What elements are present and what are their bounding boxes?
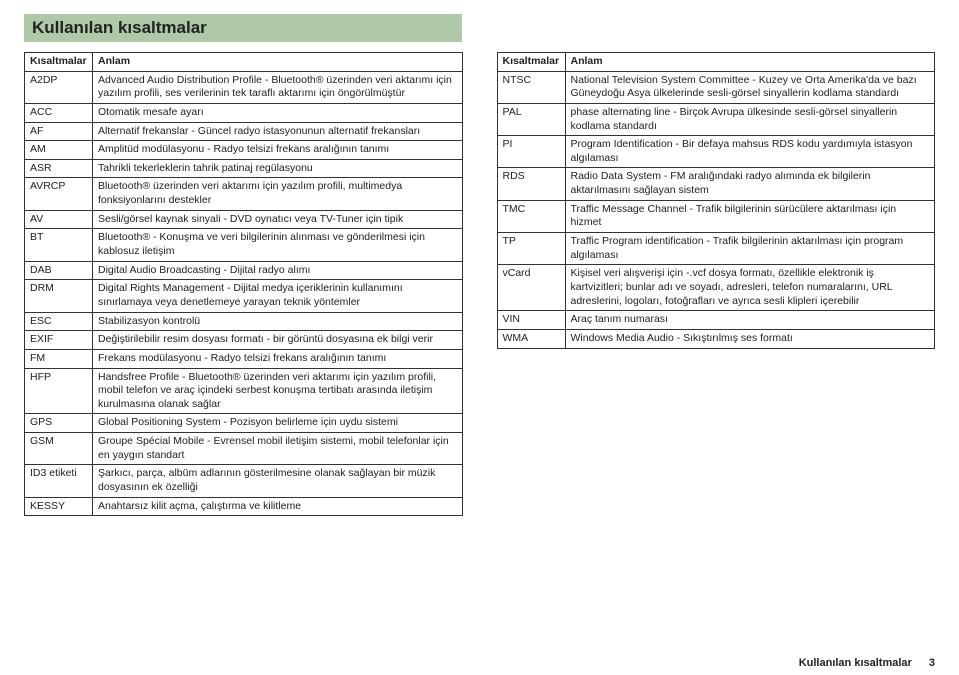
- abbr-cell: TP: [497, 233, 565, 265]
- table-row: ASRTahrikli tekerleklerin tahrik patinaj…: [25, 159, 463, 178]
- definition-cell: Anahtarsız kilit açma, çalıştırma ve kil…: [93, 497, 463, 516]
- right-table: Kısaltmalar Anlam NTSCNational Televisio…: [497, 52, 936, 349]
- table-row: RDSRadio Data System - FM aralığındaki r…: [497, 168, 935, 200]
- definition-cell: Advanced Audio Distribution Profile - Bl…: [93, 71, 463, 103]
- table-row: WMAWindows Media Audio - Sıkıştırılmış s…: [497, 329, 935, 348]
- abbr-cell: VIN: [497, 311, 565, 330]
- abbr-cell: ID3 etiketi: [25, 465, 93, 497]
- definition-cell: Araç tanım numarası: [565, 311, 935, 330]
- col-header-def: Anlam: [93, 53, 463, 72]
- abbr-cell: vCard: [497, 265, 565, 311]
- left-table: Kısaltmalar Anlam A2DPAdvanced Audio Dis…: [24, 52, 463, 516]
- table-row: TMCTraffic Message Channel - Trafik bilg…: [497, 200, 935, 232]
- definition-cell: Amplitüd modülasyonu - Radyo telsizi fre…: [93, 141, 463, 160]
- table-row: ID3 etiketiŞarkıcı, parça, albüm adların…: [25, 465, 463, 497]
- table-row: GSMGroupe Spécial Mobile - Evrensel mobi…: [25, 433, 463, 465]
- abbr-cell: DRM: [25, 280, 93, 312]
- abbr-cell: NTSC: [497, 71, 565, 103]
- table-row: ACCOtomatik mesafe ayarı: [25, 103, 463, 122]
- page-number: 3: [929, 657, 935, 669]
- abbr-cell: PAL: [497, 103, 565, 135]
- definition-cell: Sesli/görsel kaynak sinyali - DVD oynatı…: [93, 210, 463, 229]
- col-header-def: Anlam: [565, 53, 935, 72]
- table-row: FMFrekans modülasyonu - Radyo telsizi fr…: [25, 349, 463, 368]
- table-row: GPSGlobal Positioning System - Pozisyon …: [25, 414, 463, 433]
- table-row: KESSYAnahtarsız kilit açma, çalıştırma v…: [25, 497, 463, 516]
- definition-cell: Traffic Message Channel - Trafik bilgile…: [565, 200, 935, 232]
- definition-cell: Bluetooth® - Konuşma ve veri bilgilerini…: [93, 229, 463, 261]
- footer: Kullanılan kısaltmalar 3: [799, 657, 935, 669]
- abbr-cell: TMC: [497, 200, 565, 232]
- table-row: A2DPAdvanced Audio Distribution Profile …: [25, 71, 463, 103]
- abbr-cell: ESC: [25, 312, 93, 331]
- footer-title: Kullanılan kısaltmalar: [799, 657, 912, 669]
- definition-cell: Alternatif frekanslar - Güncel radyo ist…: [93, 122, 463, 141]
- definition-cell: Otomatik mesafe ayarı: [93, 103, 463, 122]
- abbr-cell: ASR: [25, 159, 93, 178]
- abbr-cell: AV: [25, 210, 93, 229]
- definition-cell: Değiştirilebilir resim dosyası formatı -…: [93, 331, 463, 350]
- definition-cell: Handsfree Profile - Bluetooth® üzerinden…: [93, 368, 463, 414]
- definition-cell: Stabilizasyon kontrolü: [93, 312, 463, 331]
- definition-cell: Groupe Spécial Mobile - Evrensel mobil i…: [93, 433, 463, 465]
- content-columns: Kısaltmalar Anlam A2DPAdvanced Audio Dis…: [24, 52, 935, 516]
- definition-cell: phase alternating line - Birçok Avrupa ü…: [565, 103, 935, 135]
- table-row: vCardKişisel veri alışverişi için -.vcf …: [497, 265, 935, 311]
- definition-cell: Program Identification - Bir defaya mahs…: [565, 136, 935, 168]
- table-row: DRMDigital Rights Management - Dijital m…: [25, 280, 463, 312]
- abbr-cell: BT: [25, 229, 93, 261]
- table-row: BTBluetooth® - Konuşma ve veri bilgileri…: [25, 229, 463, 261]
- col-header-abbr: Kısaltmalar: [497, 53, 565, 72]
- right-column: Kısaltmalar Anlam NTSCNational Televisio…: [497, 52, 936, 516]
- abbr-cell: KESSY: [25, 497, 93, 516]
- abbr-cell: FM: [25, 349, 93, 368]
- abbr-cell: HFP: [25, 368, 93, 414]
- definition-cell: Frekans modülasyonu - Radyo telsizi frek…: [93, 349, 463, 368]
- abbr-cell: A2DP: [25, 71, 93, 103]
- abbr-cell: AM: [25, 141, 93, 160]
- definition-cell: Digital Audio Broadcasting - Dijital rad…: [93, 261, 463, 280]
- table-row: PALphase alternating line - Birçok Avrup…: [497, 103, 935, 135]
- table-row: DABDigital Audio Broadcasting - Dijital …: [25, 261, 463, 280]
- table-row: AVRCPBluetooth® üzerinden veri aktarımı …: [25, 178, 463, 210]
- col-header-abbr: Kısaltmalar: [25, 53, 93, 72]
- abbr-cell: GPS: [25, 414, 93, 433]
- definition-cell: Digital Rights Management - Dijital medy…: [93, 280, 463, 312]
- table-row: HFPHandsfree Profile - Bluetooth® üzerin…: [25, 368, 463, 414]
- table-row: PIProgram Identification - Bir defaya ma…: [497, 136, 935, 168]
- abbr-cell: GSM: [25, 433, 93, 465]
- table-row: NTSCNational Television System Committee…: [497, 71, 935, 103]
- definition-cell: Bluetooth® üzerinden veri aktarımı için …: [93, 178, 463, 210]
- table-row: VINAraç tanım numarası: [497, 311, 935, 330]
- definition-cell: Tahrikli tekerleklerin tahrik patinaj re…: [93, 159, 463, 178]
- abbr-cell: ACC: [25, 103, 93, 122]
- table-row: TPTraffic Program identification - Trafi…: [497, 233, 935, 265]
- table-row: EXIFDeğiştirilebilir resim dosyası forma…: [25, 331, 463, 350]
- page-title: Kullanılan kısaltmalar: [24, 14, 462, 42]
- abbr-cell: PI: [497, 136, 565, 168]
- table-row: AFAlternatif frekanslar - Güncel radyo i…: [25, 122, 463, 141]
- definition-cell: Şarkıcı, parça, albüm adlarının gösteril…: [93, 465, 463, 497]
- table-row: ESCStabilizasyon kontrolü: [25, 312, 463, 331]
- table-row: AMAmplitüd modülasyonu - Radyo telsizi f…: [25, 141, 463, 160]
- left-column: Kısaltmalar Anlam A2DPAdvanced Audio Dis…: [24, 52, 463, 516]
- definition-cell: Windows Media Audio - Sıkıştırılmış ses …: [565, 329, 935, 348]
- abbr-cell: EXIF: [25, 331, 93, 350]
- definition-cell: National Television System Committee - K…: [565, 71, 935, 103]
- abbr-cell: AVRCP: [25, 178, 93, 210]
- abbr-cell: RDS: [497, 168, 565, 200]
- definition-cell: Traffic Program identification - Trafik …: [565, 233, 935, 265]
- table-row: AVSesli/görsel kaynak sinyali - DVD oyna…: [25, 210, 463, 229]
- abbr-cell: DAB: [25, 261, 93, 280]
- definition-cell: Radio Data System - FM aralığındaki rady…: [565, 168, 935, 200]
- abbr-cell: WMA: [497, 329, 565, 348]
- definition-cell: Global Positioning System - Pozisyon bel…: [93, 414, 463, 433]
- definition-cell: Kişisel veri alışverişi için -.vcf dosya…: [565, 265, 935, 311]
- abbr-cell: AF: [25, 122, 93, 141]
